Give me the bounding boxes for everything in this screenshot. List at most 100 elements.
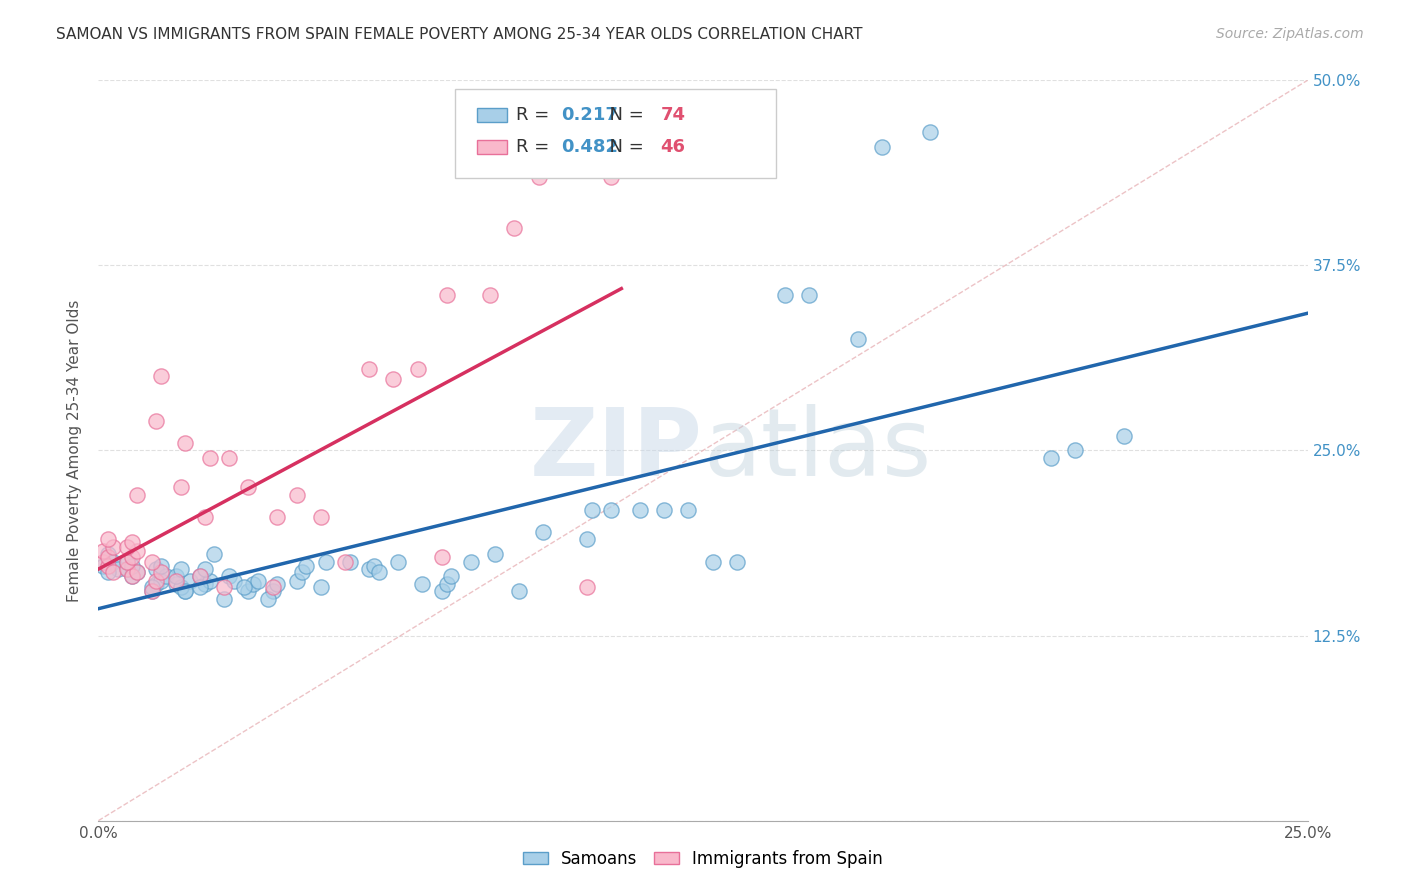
- Point: [295, 558, 318, 573]
- Point: [484, 547, 506, 561]
- Point: [121, 569, 143, 583]
- Point: [382, 372, 405, 386]
- Point: [91, 544, 114, 558]
- Point: [242, 576, 264, 591]
- Point: [169, 480, 191, 494]
- Point: [222, 574, 245, 588]
- Text: 0.217: 0.217: [561, 106, 619, 124]
- Point: [628, 502, 651, 516]
- Point: [430, 550, 453, 565]
- Text: 0.482: 0.482: [561, 138, 619, 156]
- Point: [575, 533, 598, 547]
- Point: [127, 565, 149, 579]
- Point: [218, 450, 240, 465]
- Point: [97, 533, 120, 547]
- Point: [117, 562, 139, 576]
- Point: [406, 362, 429, 376]
- Text: atlas: atlas: [703, 404, 931, 497]
- Point: [725, 555, 748, 569]
- Point: [145, 414, 167, 428]
- Point: [266, 510, 288, 524]
- Point: [218, 569, 240, 583]
- Point: [232, 580, 254, 594]
- Text: 46: 46: [661, 138, 686, 156]
- Point: [174, 584, 197, 599]
- Point: [508, 584, 530, 599]
- Point: [141, 584, 163, 599]
- Point: [1040, 450, 1063, 465]
- Point: [165, 574, 187, 588]
- Point: [188, 569, 211, 583]
- Point: [1064, 443, 1087, 458]
- Legend: Samoans, Immigrants from Spain: Samoans, Immigrants from Spain: [516, 844, 890, 875]
- Point: [127, 565, 149, 579]
- Point: [145, 562, 167, 576]
- Point: [198, 450, 221, 465]
- Point: [127, 544, 149, 558]
- Point: [174, 584, 197, 599]
- Point: [531, 524, 554, 539]
- Point: [436, 576, 458, 591]
- Point: [194, 562, 217, 576]
- Point: [920, 125, 942, 139]
- Point: [411, 576, 433, 591]
- Point: [174, 436, 197, 450]
- Point: [527, 169, 550, 184]
- Text: R =: R =: [516, 106, 554, 124]
- Point: [262, 584, 284, 599]
- Point: [238, 480, 260, 494]
- Point: [117, 555, 139, 569]
- Point: [188, 569, 211, 583]
- Point: [238, 584, 260, 599]
- Point: [799, 288, 821, 302]
- Point: [169, 562, 191, 576]
- Point: [285, 574, 308, 588]
- Point: [101, 540, 124, 554]
- Point: [150, 369, 173, 384]
- Point: [141, 580, 163, 594]
- Point: [479, 288, 502, 302]
- Point: [359, 562, 381, 576]
- Point: [773, 288, 796, 302]
- Point: [581, 502, 603, 516]
- Point: [262, 580, 284, 594]
- Point: [440, 569, 463, 583]
- Point: [387, 555, 409, 569]
- Point: [266, 576, 288, 591]
- Point: [315, 555, 337, 569]
- Point: [460, 555, 482, 569]
- Text: Source: ZipAtlas.com: Source: ZipAtlas.com: [1216, 27, 1364, 41]
- Point: [652, 502, 675, 516]
- Text: ZIP: ZIP: [530, 404, 703, 497]
- Point: [97, 565, 120, 579]
- Text: N =: N =: [598, 106, 650, 124]
- Point: [101, 555, 124, 569]
- Point: [141, 584, 163, 599]
- Point: [363, 558, 385, 573]
- Point: [107, 562, 129, 576]
- Point: [339, 555, 361, 569]
- Point: [600, 169, 623, 184]
- Point: [436, 288, 458, 302]
- Point: [430, 584, 453, 599]
- Point: [285, 488, 308, 502]
- Point: [204, 547, 226, 561]
- Point: [97, 547, 120, 561]
- FancyBboxPatch shape: [477, 140, 508, 153]
- Point: [121, 550, 143, 565]
- Point: [117, 562, 139, 576]
- Point: [256, 591, 278, 606]
- Point: [702, 555, 724, 569]
- Point: [870, 140, 893, 154]
- Point: [117, 555, 139, 569]
- Text: 74: 74: [661, 106, 686, 124]
- Point: [290, 565, 312, 579]
- Point: [169, 580, 191, 594]
- Point: [678, 502, 700, 516]
- Point: [194, 576, 217, 591]
- Point: [150, 565, 173, 579]
- Point: [117, 540, 139, 554]
- Point: [309, 510, 332, 524]
- Point: [575, 580, 598, 594]
- Point: [127, 488, 149, 502]
